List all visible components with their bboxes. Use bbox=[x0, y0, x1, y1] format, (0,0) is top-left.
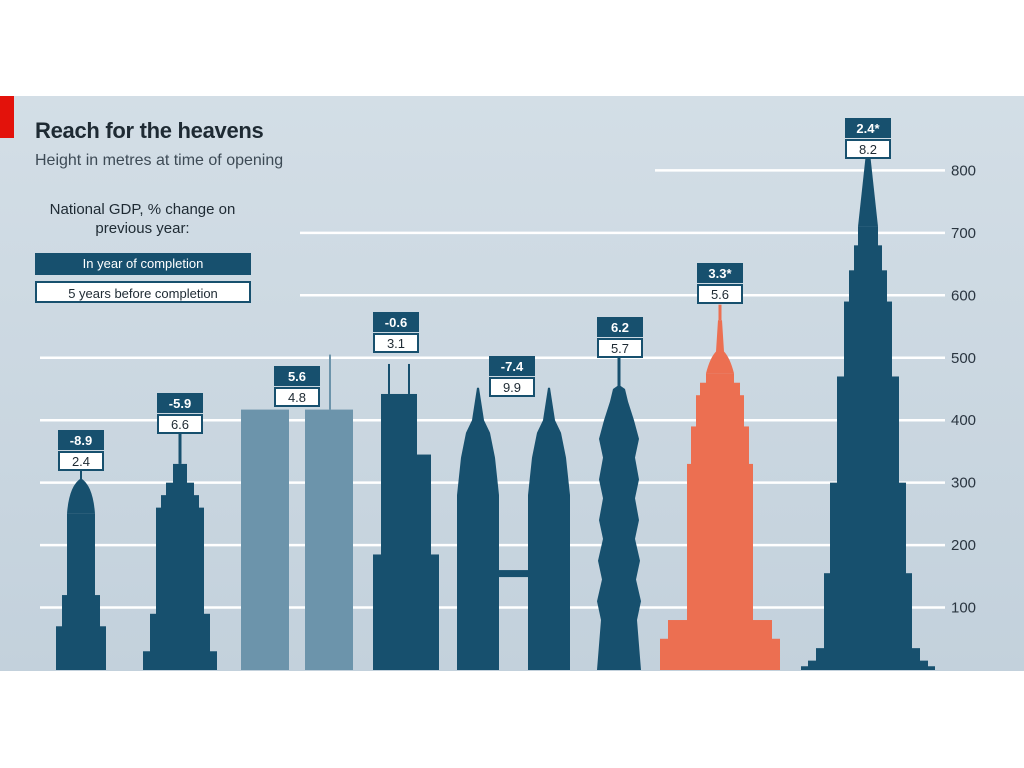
gdp-5yr-value: 4.8 bbox=[288, 390, 306, 405]
y-tick-label: 100 bbox=[951, 600, 976, 617]
brand-red-tab bbox=[0, 96, 14, 138]
gdp-year-value: 3.3* bbox=[708, 266, 732, 281]
gdp-5yr-value: 8.2 bbox=[859, 142, 877, 157]
gdp-label-4: -0.6 3.1 bbox=[373, 312, 419, 353]
gdp-year-box bbox=[597, 317, 643, 337]
gdp-5yr-box bbox=[373, 333, 419, 353]
gdp-labels: -8.92.4-5.96.65.64.8-0.63.1-7.49.96.25.7… bbox=[58, 118, 891, 471]
chart-subtitle: Height in metres at time of opening bbox=[35, 152, 284, 169]
gdp-label-5: -7.4 9.9 bbox=[489, 356, 535, 397]
gdp-5yr-box bbox=[489, 377, 535, 397]
gdp-year-box bbox=[58, 430, 104, 450]
gdp-year-value: -8.9 bbox=[70, 433, 92, 448]
gdp-year-value: -7.4 bbox=[501, 359, 524, 374]
gdp-year-box bbox=[845, 118, 891, 138]
building-3-shape bbox=[241, 354, 353, 670]
gdp-5yr-box bbox=[845, 139, 891, 159]
gdp-5yr-value: 5.7 bbox=[611, 341, 629, 356]
gdp-5yr-value: 6.6 bbox=[171, 417, 189, 432]
gdp-5yr-box bbox=[157, 414, 203, 434]
legend-five-years-before: 5 years before completion bbox=[35, 281, 251, 303]
gdp-year-value: 2.4* bbox=[856, 121, 880, 136]
gdp-5yr-box bbox=[58, 451, 104, 471]
gdp-year-value: -0.6 bbox=[385, 315, 407, 330]
legend-year-of-completion: In year of completion bbox=[35, 253, 251, 275]
gdp-label-3: 5.64.8 bbox=[274, 366, 320, 407]
gdp-year-value: 5.6 bbox=[288, 369, 306, 384]
gdp-label-8: 2.4* 8.2 bbox=[845, 118, 891, 159]
building-6-shape bbox=[597, 352, 641, 670]
gdp-5yr-value: 3.1 bbox=[387, 336, 405, 351]
y-tick-label: 400 bbox=[951, 412, 976, 429]
y-tick-label: 700 bbox=[951, 225, 976, 242]
building-8-shape bbox=[801, 152, 935, 671]
gdp-label-2: -5.9 6.6 bbox=[157, 393, 203, 434]
gdp-year-value: -5.9 bbox=[169, 396, 191, 411]
gdp-year-box bbox=[157, 393, 203, 413]
gdp-label-7: 3.3* 5.6 bbox=[697, 263, 743, 304]
gdp-5yr-value: 2.4 bbox=[72, 454, 90, 469]
gdp-5yr-value: 5.6 bbox=[711, 287, 729, 302]
gdp-year-box bbox=[697, 263, 743, 283]
y-tick-label: 300 bbox=[951, 475, 976, 492]
y-tick-label: 600 bbox=[951, 287, 976, 304]
y-tick-label: 800 bbox=[951, 162, 976, 179]
gdp-5yr-box bbox=[597, 338, 643, 358]
building-4-shape bbox=[373, 363, 439, 670]
gdp-label-6: 6.25.7 bbox=[597, 317, 643, 358]
gdp-year-box bbox=[274, 366, 320, 386]
building-1-shape bbox=[56, 470, 106, 670]
gdp-5yr-box bbox=[274, 387, 320, 407]
y-tick-label: 500 bbox=[951, 350, 976, 367]
chart-title: Reach for the heavens bbox=[35, 118, 264, 143]
gdp-label-1: -8.9 2.4 bbox=[58, 430, 104, 471]
gdp-5yr-box bbox=[697, 284, 743, 304]
gdp-year-box bbox=[489, 356, 535, 376]
building-2-shape bbox=[143, 432, 217, 670]
building-7-shape bbox=[660, 294, 780, 670]
legend-heading: National GDP, % change on previous year: bbox=[49, 201, 236, 237]
gdp-5yr-value: 9.9 bbox=[503, 380, 521, 395]
building-5-shape bbox=[457, 387, 570, 670]
y-tick-label: 200 bbox=[951, 537, 976, 554]
buildings bbox=[56, 152, 935, 671]
gdp-year-value: 6.2 bbox=[611, 320, 629, 335]
gdp-year-box bbox=[373, 312, 419, 332]
